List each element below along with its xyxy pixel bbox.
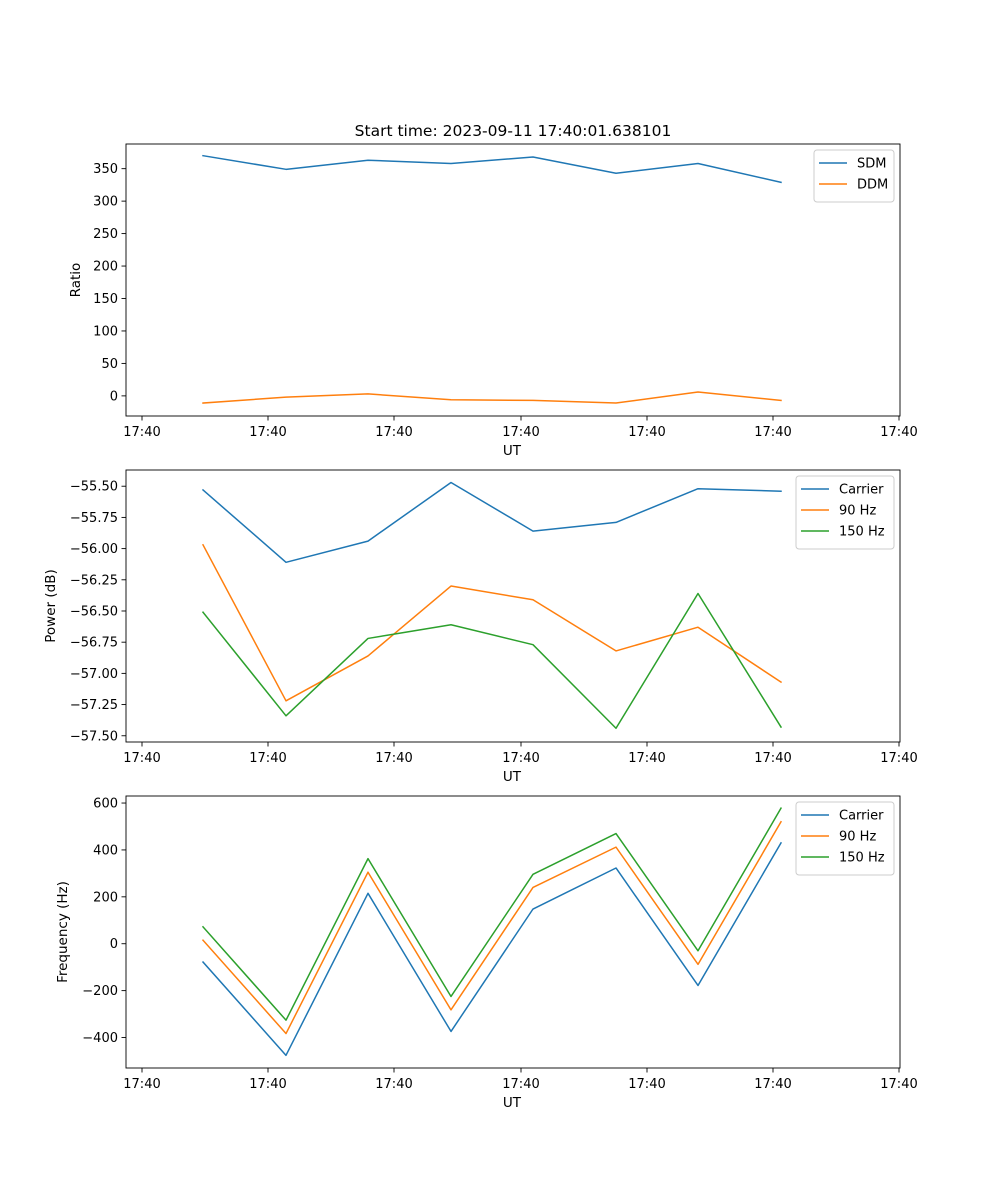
legend: SDM DDM <box>813 149 895 203</box>
y-axis-label: Ratio <box>68 263 84 298</box>
legend-label: 150 Hz <box>839 525 885 540</box>
y-tick-label: 400 <box>93 843 118 858</box>
y-tick-label: 200 <box>93 260 118 275</box>
y-tick-label: 200 <box>93 890 118 905</box>
y-tick-label: −57.50 <box>70 729 118 744</box>
x-tick-label: 17:40 <box>375 751 412 766</box>
legend-label: SDM <box>857 157 886 172</box>
y-tick-label: −57.25 <box>70 698 118 713</box>
y-tick-label: 0 <box>110 937 118 952</box>
series-line-150-hz <box>201 807 783 1021</box>
series-line-ddm <box>202 391 782 404</box>
y-tick-label: 250 <box>93 227 118 242</box>
ratio-subplot: 17:40 17:40 17:40 17:40 17:40 17:40 17:40 0 50 10… <box>68 143 918 459</box>
y-axis-label: Power (dB) <box>43 569 59 642</box>
legend-label: Carrier <box>839 483 884 498</box>
x-tick-label: 17:40 <box>754 1077 791 1092</box>
y-tick-label: 0 <box>110 389 118 404</box>
x-tick-label: 17:40 <box>249 1077 286 1092</box>
x-tick-label: 17:40 <box>249 425 286 440</box>
series-line-carrier <box>201 841 783 1057</box>
frequency-subplot: 17:40 17:40 17:40 17:40 17:40 17:40 17:40 −400 −… <box>55 795 918 1111</box>
legend-label: 150 Hz <box>839 851 885 866</box>
y-tick-label: 150 <box>93 292 118 307</box>
y-tick-label: 600 <box>93 797 118 812</box>
legend-label: 90 Hz <box>839 504 876 519</box>
y-axis-label: Frequency (Hz) <box>55 881 71 983</box>
legend-label: DDM <box>857 178 888 193</box>
x-tick-label: 17:40 <box>880 751 917 766</box>
y-tick-label: 100 <box>93 324 118 339</box>
power-subplot: 17:40 17:40 17:40 17:40 17:40 17:40 17:40 −57.5… <box>43 469 918 785</box>
x-axis-label: UT <box>503 1095 522 1111</box>
x-tick-label: 17:40 <box>123 425 160 440</box>
x-tick-label: 17:40 <box>502 751 539 766</box>
series-line-150-hz <box>201 592 783 730</box>
y-tick-label: 300 <box>93 195 118 210</box>
axes-frame <box>125 143 901 417</box>
x-tick-label: 17:40 <box>880 1077 917 1092</box>
y-tick-label: −56.00 <box>70 542 118 557</box>
series-line-carrier <box>201 481 782 564</box>
y-tick-label: −57.00 <box>70 667 118 682</box>
x-tick-label: 17:40 <box>375 1077 412 1092</box>
axes-frame <box>125 795 901 1069</box>
legend-label: 90 Hz <box>839 830 876 845</box>
x-tick-label: 17:40 <box>628 425 665 440</box>
legend: Carrier 90 Hz 150 Hz <box>795 801 895 876</box>
x-tick-label: 17:40 <box>502 425 539 440</box>
x-tick-label: 17:40 <box>628 1077 665 1092</box>
x-tick-label: 17:40 <box>502 1077 539 1092</box>
x-tick-label: 17:40 <box>375 425 412 440</box>
x-tick-label: 17:40 <box>880 425 917 440</box>
series-line-sdm <box>202 154 782 184</box>
y-tick-label: −200 <box>82 984 118 999</box>
x-tick-label: 17:40 <box>754 751 791 766</box>
y-tick-label: 50 <box>101 357 118 372</box>
series-line-90-hz <box>201 543 783 702</box>
y-tick-label: −55.75 <box>70 511 118 526</box>
x-tick-label: 17:40 <box>628 751 665 766</box>
x-axis-label: UT <box>503 443 522 459</box>
legend-label: Carrier <box>839 809 884 824</box>
x-tick-label: 17:40 <box>754 425 791 440</box>
y-tick-label: −56.50 <box>70 604 118 619</box>
y-tick-label: −56.75 <box>70 636 118 651</box>
figure-title: Start time: 2023-09-11 17:40:01.638101 <box>355 122 672 140</box>
x-axis-label: UT <box>503 769 522 785</box>
x-tick-label: 17:40 <box>123 1077 160 1092</box>
y-tick-label: −56.25 <box>70 573 118 588</box>
x-tick-label: 17:40 <box>123 751 160 766</box>
x-tick-label: 17:40 <box>249 751 286 766</box>
y-tick-label: −400 <box>82 1031 118 1046</box>
series-line-90-hz <box>201 820 783 1035</box>
legend: Carrier 90 Hz 150 Hz <box>795 475 895 550</box>
axes-frame <box>125 469 901 743</box>
y-tick-label: −55.50 <box>70 480 118 495</box>
y-tick-label: 350 <box>93 162 118 177</box>
